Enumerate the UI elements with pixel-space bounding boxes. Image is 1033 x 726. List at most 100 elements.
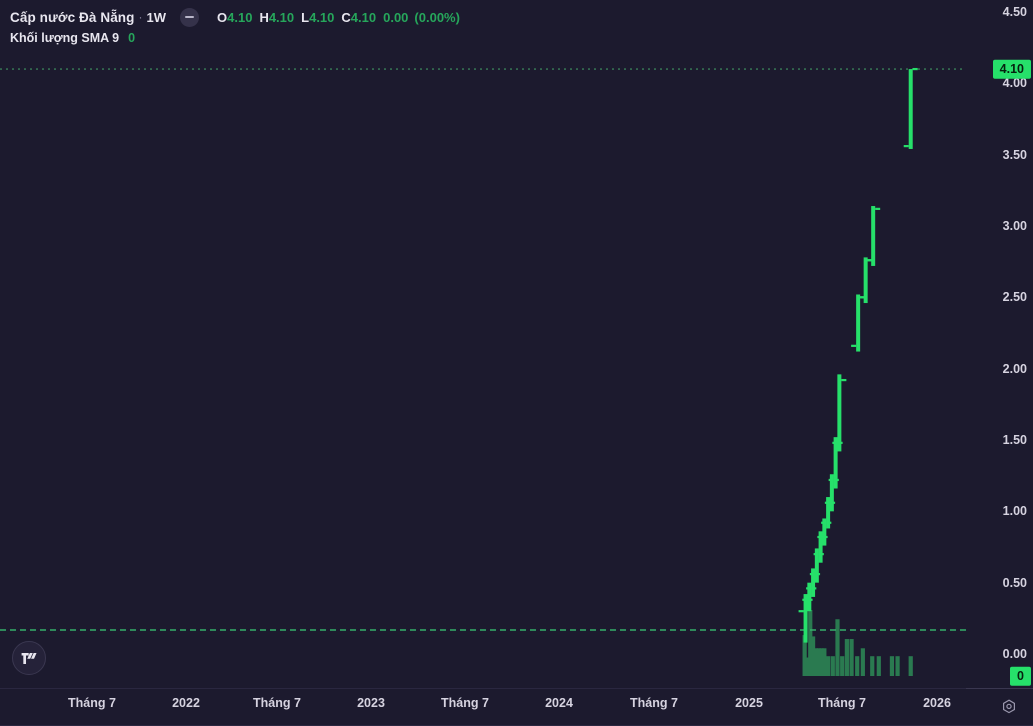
price-scale[interactable]: 4.50 4.00 3.50 3.00 2.50 2.00 1.50 1.00 0.50 0.00… [966, 0, 1033, 688]
scale-settings-icon[interactable] [999, 697, 1019, 717]
interval-label[interactable]: 1W [146, 9, 167, 25]
price-tick: 1.00 [1002, 504, 1027, 519]
price-bar-range [822, 518, 827, 546]
time-tick: 2022 [172, 696, 200, 710]
price-bar-range [856, 294, 861, 352]
volume-study-name[interactable]: Khối lượng SMA 9 [10, 31, 120, 45]
time-tick: 2025 [735, 696, 763, 710]
price-tick: 4.50 [1002, 5, 1027, 19]
time-tick: Tháng 7 [441, 696, 489, 710]
volume-bar [889, 656, 895, 676]
time-tick: 2023 [357, 696, 385, 710]
price-bar-open-tick [798, 610, 804, 613]
price-bar-range [811, 568, 816, 597]
time-tick: 2026 [923, 696, 951, 710]
time-tick: Tháng 7 [630, 696, 678, 710]
volume-bar [802, 635, 807, 676]
volume-bar [813, 648, 818, 676]
volume-bar [805, 657, 810, 676]
price-bar-range [871, 206, 876, 266]
minus-circle-icon[interactable] [180, 7, 199, 27]
volume-bar [826, 656, 831, 676]
volume-bar [810, 636, 816, 676]
scale-divider [966, 688, 1033, 689]
open-label: O [217, 9, 228, 25]
price-bar-range [829, 474, 834, 512]
price-tick: 1.50 [1002, 433, 1027, 447]
volume-bar [835, 619, 840, 676]
series-canvas [0, 67, 966, 676]
volume-bar [849, 639, 854, 676]
price-bar-close-tick [875, 207, 881, 210]
price-tick: 0.00 [1002, 647, 1027, 661]
price-bar-range [807, 582, 812, 612]
volume-bar [895, 656, 900, 676]
price-tick: 2.50 [1002, 290, 1027, 305]
change-percent: (0.00%) [414, 9, 460, 25]
price-bar-range [818, 531, 823, 563]
price-bar-open-tick [824, 501, 830, 504]
price-bar-open-tick [802, 598, 808, 601]
price-bar-open-tick [858, 296, 864, 299]
legend-symbol-row: Cấp nước Đà Nẵng · 1W O4.10 H4.10 L4.10 … [10, 6, 460, 28]
volume-bars [802, 610, 913, 676]
close-label: C [341, 9, 351, 25]
volume-study-value: 0 [128, 31, 136, 45]
volume-bar [816, 648, 821, 676]
price-bar-range [814, 548, 819, 583]
symbol-title[interactable]: Cấp nước Đà Nẵng [10, 9, 135, 25]
time-tick: Tháng 7 [253, 696, 301, 710]
volume-bar [870, 656, 875, 676]
volume-bar [840, 656, 845, 676]
price-bar-open-tick [809, 573, 815, 576]
price-bar-open-tick [828, 478, 834, 482]
price-tick: 4.00 [1002, 76, 1027, 91]
price-bar-range [837, 374, 842, 452]
close-value: 4.10 [350, 9, 377, 25]
volume-bar [876, 656, 881, 676]
legend-volume-row: Khối lượng SMA 9 0 [10, 28, 460, 48]
price-bar-range [803, 594, 808, 643]
volume-bar [822, 648, 827, 676]
low-label: L [301, 9, 310, 25]
time-tick: Tháng 7 [68, 696, 116, 710]
open-value: 4.10 [227, 9, 253, 25]
high-value: 4.10 [268, 9, 295, 25]
volume-badge: 0 [1010, 666, 1031, 686]
ohlc-values: O4.10 H4.10 L4.10 C4.10 0.00 (0.00%) [217, 10, 460, 25]
price-bar-open-tick [903, 145, 909, 148]
time-tick: 2024 [545, 696, 573, 710]
volume-bar [830, 656, 835, 676]
legend-separator: · [138, 10, 143, 24]
chart-legend: Cấp nước Đà Nẵng · 1W O4.10 H4.10 L4.10 … [10, 6, 460, 48]
plot-area[interactable] [0, 0, 966, 688]
volume-bar [819, 648, 824, 676]
price-tick: 2.00 [1002, 361, 1027, 376]
price-bars [798, 67, 918, 643]
volume-bar [855, 656, 860, 676]
last-price-badge: 4.10 [992, 59, 1031, 79]
change-value: 0.00 [383, 9, 409, 25]
time-tick: Tháng 7 [818, 696, 866, 710]
price-bar-range [833, 437, 838, 489]
volume-bar [908, 656, 913, 676]
price-bar-open-tick [866, 259, 872, 262]
volume-bar [844, 639, 849, 676]
price-bar-open-tick [813, 553, 819, 556]
volume-bar [808, 610, 813, 676]
price-bar-close-tick [841, 378, 847, 382]
price-bar-open-tick [806, 587, 812, 590]
time-scale[interactable]: Tháng 7 2022 Tháng 7 2023 Tháng 7 2024 Tháng 7… [0, 688, 966, 726]
price-bar-range [826, 497, 831, 529]
price-tick: 0.50 [1002, 575, 1027, 590]
price-bar-open-tick [817, 535, 823, 539]
tradingview-logo-icon[interactable] [12, 641, 46, 675]
high-label: H [259, 9, 269, 25]
low-value: 4.10 [309, 9, 335, 25]
price-bar-open-tick [832, 441, 838, 444]
price-bar-range [908, 69, 913, 149]
price-bar-open-tick [821, 521, 827, 524]
price-tick: 3.50 [1002, 147, 1027, 162]
price-tick: 3.00 [1002, 219, 1027, 233]
